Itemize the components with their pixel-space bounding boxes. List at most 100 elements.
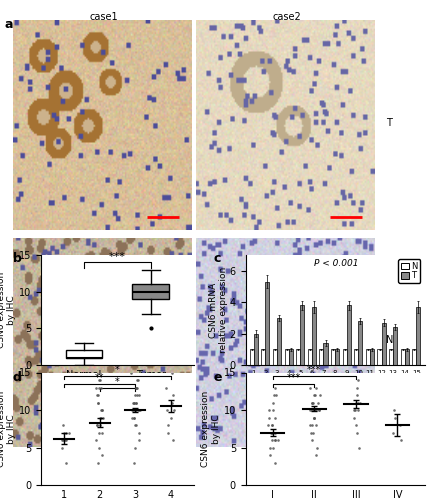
Point	[164, 421, 171, 429]
PathPatch shape	[132, 284, 169, 299]
Bar	[388, 350, 392, 365]
Point	[265, 406, 272, 414]
Point	[97, 406, 104, 414]
Point	[268, 436, 275, 444]
Point	[95, 458, 101, 466]
Point	[397, 436, 404, 444]
Point	[352, 398, 359, 406]
Point	[132, 406, 138, 414]
Point	[309, 398, 316, 406]
Point	[135, 406, 142, 414]
Point	[271, 436, 278, 444]
Point	[61, 436, 68, 444]
Point	[98, 451, 105, 459]
Point	[308, 406, 315, 414]
Point	[132, 406, 139, 414]
Point	[265, 414, 272, 422]
Point	[98, 406, 105, 414]
Point	[96, 421, 103, 429]
Point	[131, 444, 138, 452]
Text: P < 0.001: P < 0.001	[313, 259, 357, 268]
Point	[310, 406, 317, 414]
Point	[92, 436, 99, 444]
Point	[60, 436, 67, 444]
Point	[94, 398, 101, 406]
Text: ***: ***	[109, 252, 126, 262]
Point	[310, 414, 316, 422]
Point	[311, 451, 318, 459]
Point	[264, 421, 271, 429]
Point	[310, 391, 317, 399]
Point	[133, 384, 140, 392]
Point	[273, 391, 280, 399]
Text: ***: ***	[286, 373, 300, 383]
Bar	[357, 321, 362, 365]
Point	[352, 421, 359, 429]
Bar	[381, 322, 385, 365]
Bar	[288, 350, 292, 365]
Point	[135, 391, 142, 399]
Bar	[323, 343, 327, 365]
Point	[132, 421, 139, 429]
Point	[168, 368, 175, 376]
Bar	[392, 328, 396, 365]
Text: *: *	[115, 377, 120, 387]
Point	[128, 414, 135, 422]
Point	[270, 391, 277, 399]
Point	[353, 376, 360, 384]
Text: case2: case2	[272, 12, 300, 22]
Point	[271, 414, 278, 422]
Point	[128, 406, 135, 414]
Point	[135, 428, 142, 436]
Y-axis label: CSN6 expression
by IHC: CSN6 expression by IHC	[0, 272, 16, 348]
Point	[308, 436, 315, 444]
Text: c: c	[213, 252, 220, 266]
Point	[271, 458, 278, 466]
Point	[267, 428, 274, 436]
Point	[133, 391, 140, 399]
Bar	[272, 350, 276, 365]
Text: a: a	[4, 18, 13, 30]
Point	[308, 421, 315, 429]
Point	[268, 428, 275, 436]
Point	[59, 421, 66, 429]
Point	[97, 384, 104, 392]
Bar	[412, 350, 415, 365]
Point	[266, 444, 273, 452]
Bar	[311, 307, 315, 365]
Point	[353, 398, 360, 406]
Point	[95, 398, 101, 406]
Point	[163, 384, 169, 392]
Bar	[319, 350, 323, 365]
Bar	[307, 350, 311, 365]
Text: T: T	[385, 118, 391, 128]
Text: ***: ***	[307, 366, 321, 376]
Point	[310, 414, 316, 422]
Bar	[249, 350, 253, 365]
Bar	[295, 350, 300, 365]
Text: N: N	[385, 335, 392, 345]
Point	[95, 428, 102, 436]
Point	[65, 428, 72, 436]
Bar	[369, 350, 373, 365]
Bar	[342, 350, 346, 365]
Point	[95, 444, 102, 452]
PathPatch shape	[66, 350, 102, 358]
Point	[92, 384, 99, 392]
Point	[60, 428, 67, 436]
Point	[128, 368, 135, 376]
Point	[62, 436, 69, 444]
Bar	[415, 307, 420, 365]
Point	[62, 458, 69, 466]
Point	[350, 406, 356, 414]
Point	[171, 406, 178, 414]
Point	[271, 428, 278, 436]
Point	[131, 398, 138, 406]
Point	[99, 414, 106, 422]
Point	[132, 384, 139, 392]
Point	[390, 406, 397, 414]
Point	[350, 414, 357, 422]
Point	[270, 436, 277, 444]
Bar	[276, 318, 280, 365]
Bar	[365, 350, 369, 365]
